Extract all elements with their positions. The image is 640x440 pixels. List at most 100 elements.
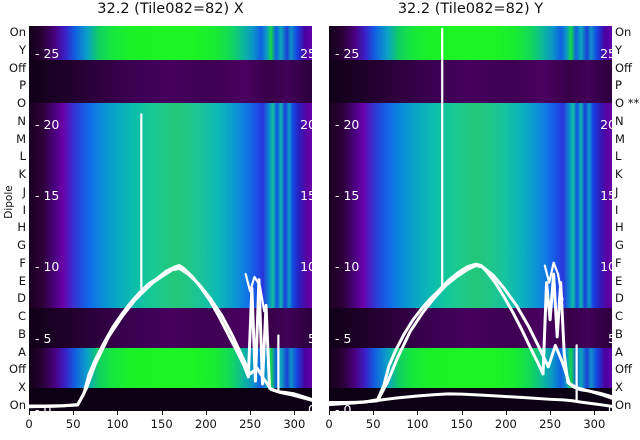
x-tick-label-1-0: 0 xyxy=(325,417,333,431)
category-label-right-11: H xyxy=(615,220,624,235)
category-label-right-13: F xyxy=(615,255,622,270)
category-label-right-18: A xyxy=(615,344,623,359)
inner-tick-X-5: - 5 xyxy=(35,330,52,346)
inner-tick-X-25: - 25 xyxy=(35,45,60,61)
x-tick-mark-1-200 xyxy=(505,411,507,415)
inner-tick-mirror-Y-10: 10 xyxy=(600,259,612,275)
category-label-right-19: Off xyxy=(615,362,632,377)
heat-band-floor-band xyxy=(29,388,312,411)
category-label-left-3: P xyxy=(19,78,26,93)
inner-tick-mirror-Y-20: 20 xyxy=(600,116,612,132)
heat-band-upper-gap-band xyxy=(329,60,612,103)
category-axis-left: On Y Off P O N M L K J I H G F E D C B A Off X On xyxy=(0,26,28,411)
inner-tick-mirror-X-25: 25 xyxy=(300,45,312,61)
x-tick-label-1-50: 50 xyxy=(365,417,381,431)
inner-tick-X-10: - 10 xyxy=(35,259,60,275)
category-axis-right: On Y Off P O ** N M L K J I H G F E D C B A Off X On xyxy=(612,26,640,411)
heat-band-main-band xyxy=(29,103,312,309)
category-label-right-20: X xyxy=(615,380,623,395)
category-label-right-10: I xyxy=(615,202,619,217)
category-label-left-5: N xyxy=(17,113,26,128)
x-axis-right: 0 50 100 150 200 250 300 xyxy=(325,411,612,440)
x-tick-label-1-250: 250 xyxy=(539,417,562,431)
inner-tick-X-15: - 15 xyxy=(35,188,60,204)
inner-tick-mirror-Y-0: 0 xyxy=(608,403,612,411)
category-label-right-1: Y xyxy=(615,42,623,57)
category-label-right-5: N xyxy=(615,113,624,128)
inner-tick-mirror-X-20: 20 xyxy=(300,116,312,132)
category-label-left-18: A xyxy=(18,344,26,359)
x-tick-label-0-0: 0 xyxy=(25,417,33,431)
inner-tick-mirror-Y-15: 15 xyxy=(600,188,612,204)
category-label-right-2: Off xyxy=(615,60,632,75)
trace-spike-cluster-245-270 xyxy=(244,273,266,313)
x-tick-label-0-300: 300 xyxy=(283,417,306,431)
category-label-left-6: M xyxy=(16,131,26,146)
inner-tick-mirror-X-5: 5 xyxy=(308,332,312,346)
category-label-left-17: B xyxy=(18,326,26,341)
heat-band-main-band xyxy=(329,103,612,309)
x-tick-mark-1-150 xyxy=(461,411,463,415)
category-label-right-4: O ** xyxy=(615,96,640,111)
x-tick-label-1-300: 300 xyxy=(583,417,606,431)
x-tick-label-0-200: 200 xyxy=(194,417,217,431)
category-label-right-6: M xyxy=(615,131,625,146)
x-tick-mark-0-100 xyxy=(117,411,119,415)
inner-tick-Y-20: - 20 xyxy=(335,116,360,132)
inner-tick-mirror-Y-25: 25 xyxy=(600,45,612,61)
x-tick-mark-0-50 xyxy=(73,411,75,415)
x-tick-mark-0-250 xyxy=(250,411,252,415)
category-label-left-12: G xyxy=(17,238,26,253)
heatmap-panel-x[interactable]: - 25 - 20 - 15 - 10 - 5 - 0 25 20 15 10 5 0 xyxy=(29,26,312,411)
category-label-left-7: L xyxy=(19,149,26,164)
category-label-right-14: E xyxy=(615,273,623,288)
x-tick-mark-1-300 xyxy=(594,411,596,415)
category-label-right-7: L xyxy=(615,149,622,164)
category-label-left-8: K xyxy=(18,167,26,182)
inner-tick-mirror-X-0: 0 xyxy=(308,403,312,411)
category-label-left-1: Y xyxy=(18,42,26,57)
x-tick-label-1-100: 100 xyxy=(406,417,429,431)
trace-trace-hump-main xyxy=(329,262,612,404)
panel-title-y: 32.2 (Tile082=82) Y xyxy=(397,1,544,17)
x-tick-label-0-150: 150 xyxy=(150,417,173,431)
heat-band-top-green-band xyxy=(29,26,312,61)
category-label-right-16: C xyxy=(615,309,624,324)
category-label-left-16: C xyxy=(17,309,26,324)
heat-band-upper-gap-band xyxy=(29,60,312,103)
x-tick-mark-0-0 xyxy=(29,411,30,415)
category-label-right-3: P xyxy=(615,78,622,93)
category-label-right-8: K xyxy=(615,167,623,182)
category-label-left-4: O xyxy=(16,96,26,111)
category-label-left-11: H xyxy=(17,220,26,235)
category-label-left-20: X xyxy=(18,380,26,395)
heat-band-floor-band xyxy=(329,388,612,411)
trace-trace-hump-secondary xyxy=(29,266,312,409)
category-label-left-9: J xyxy=(22,184,26,199)
inner-tick-Y-15: - 15 xyxy=(335,188,360,204)
overlay-traces-X xyxy=(29,113,312,409)
category-label-right-17: B xyxy=(615,326,623,341)
inner-tick-mirror-X-15: 15 xyxy=(300,188,312,204)
inner-tick-Y-0: - 0 xyxy=(335,402,352,411)
inner-tick-Y-10: - 10 xyxy=(335,259,360,275)
x-tick-mark-1-250 xyxy=(550,411,552,415)
heatmap-panel-y[interactable]: - 25 - 20 - 15 - 10 - 5 - 0 25 20 15 10 5 0 xyxy=(329,26,612,411)
x-axis-left: 0 50 100 150 200 250 300 xyxy=(25,411,312,440)
inner-tick-mirror-X-10: 10 xyxy=(300,259,312,275)
trace-spike-cluster-244-268 xyxy=(543,261,564,301)
x-tick-mark-1-0 xyxy=(329,411,330,415)
x-tick-label-1-200: 200 xyxy=(494,417,517,431)
inner-tick-X-0: - 0 xyxy=(35,402,52,411)
category-label-right-9: J xyxy=(615,184,619,199)
inner-tick-Y-25: - 25 xyxy=(335,45,360,61)
inner-tick-X-20: - 20 xyxy=(35,116,60,132)
inner-tick-Y-5: - 5 xyxy=(335,330,352,346)
trace-trace-baseline xyxy=(329,392,612,408)
panel-title-x: 32.2 (Tile082=82) X xyxy=(97,1,244,17)
heat-band-top-green-band xyxy=(329,26,612,61)
x-tick-label-0-100: 100 xyxy=(106,417,129,431)
inner-tick-mirror-Y-5: 5 xyxy=(608,332,612,346)
x-tick-mark-1-50 xyxy=(373,411,375,415)
